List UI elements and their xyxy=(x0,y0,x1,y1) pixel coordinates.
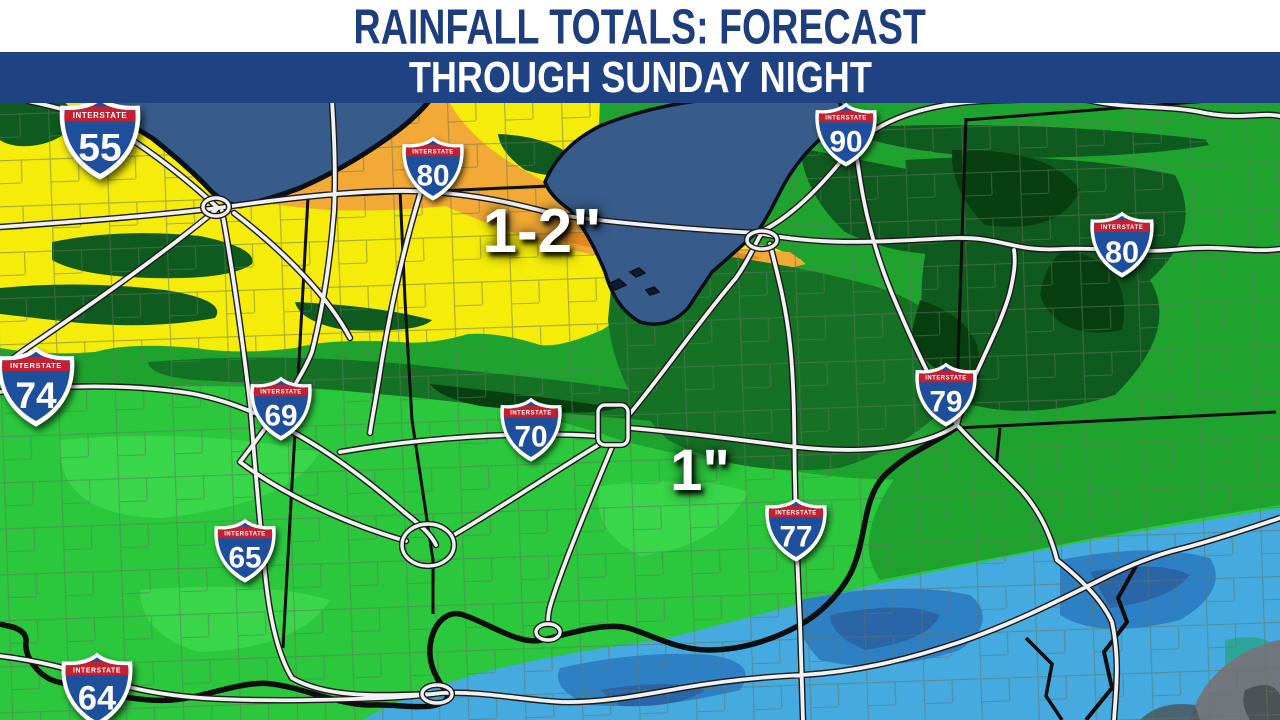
svg-text:80: 80 xyxy=(416,160,449,193)
svg-text:79: 79 xyxy=(929,386,962,419)
subtitle-text: THROUGH SUNDAY NIGHT xyxy=(408,52,872,102)
interstate-shields: 55 80 90 80 74 69 70 79 77 65 64 xyxy=(0,100,1154,720)
svg-text:77: 77 xyxy=(779,521,812,554)
interstate-shield-90: 90 xyxy=(815,103,876,167)
rainfall-annotation: 1" xyxy=(670,438,730,503)
subtitle-band: THROUGH SUNDAY NIGHT xyxy=(0,52,1280,103)
page-title: RAINFALL TOTALS: FORECAST xyxy=(353,0,927,54)
svg-text:69: 69 xyxy=(264,400,297,433)
rainfall-annotation: 1-2" xyxy=(482,197,601,266)
svg-text:80: 80 xyxy=(1105,235,1139,269)
svg-text:74: 74 xyxy=(15,374,57,416)
city-beltways xyxy=(199,194,781,707)
rainfall-labels: 1-2" 1" xyxy=(482,197,729,503)
svg-text:90: 90 xyxy=(829,126,862,159)
svg-text:70: 70 xyxy=(514,421,547,454)
ohio-river xyxy=(0,425,958,710)
interstate-shield-69: 69 xyxy=(250,377,311,441)
interstate-shield-70: 70 xyxy=(500,398,561,462)
svg-text:55: 55 xyxy=(78,126,121,169)
interstate-shield-55: 55 xyxy=(60,100,141,180)
interstate-shield-79: 79 xyxy=(915,363,976,427)
svg-text:65: 65 xyxy=(228,542,261,575)
svg-text:64: 64 xyxy=(78,679,116,717)
interstate-shield-80: 80 xyxy=(1090,212,1153,278)
interstate-shield-77: 77 xyxy=(765,498,826,562)
interstate-shield-65: 65 xyxy=(214,519,275,583)
title-bar: RAINFALL TOTALS: FORECAST xyxy=(0,0,1280,52)
interstate-shield-64: 64 xyxy=(61,653,132,720)
interstate-shield-74: 74 xyxy=(0,347,74,427)
lake-erie-islands xyxy=(606,267,661,296)
rainfall-forecast-map: INTERSTATE xyxy=(0,100,1280,720)
interstate-shield-80: 80 xyxy=(402,137,463,201)
